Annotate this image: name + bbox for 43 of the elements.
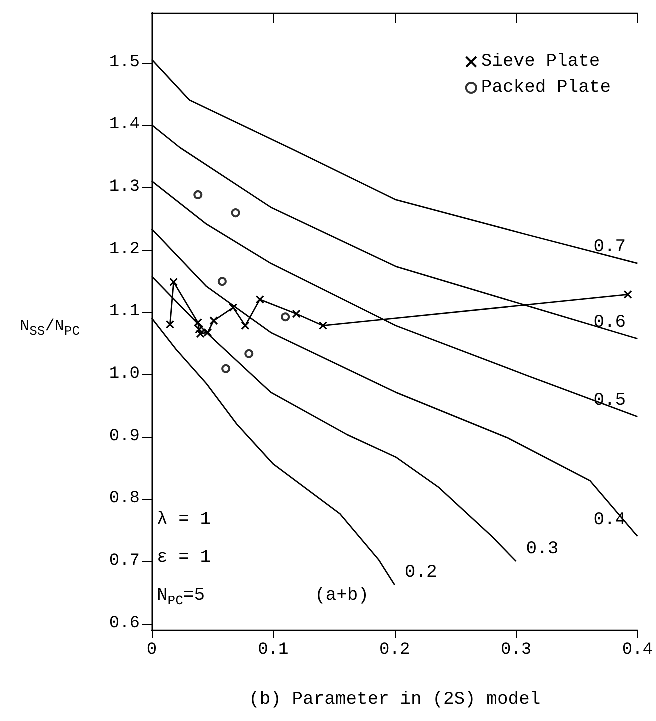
point (241, 322, 250, 330)
y-tick-label: 1.2 (109, 240, 140, 260)
y-tick-label: 1.5 (109, 53, 140, 72)
y-tick-label: 0.9 (109, 427, 140, 446)
legend-label: Sieve Plate (481, 52, 600, 72)
series-label: 0.3 (526, 539, 559, 560)
point (204, 328, 212, 338)
series-label: 0.6 (594, 312, 626, 333)
point (229, 303, 238, 312)
point (281, 312, 290, 322)
point (318, 322, 328, 330)
point (210, 316, 218, 326)
legend-label: Packed Plate (481, 78, 612, 98)
annotation: (a+b) (315, 586, 370, 606)
point (624, 290, 632, 299)
series-label: 0.7 (594, 238, 626, 258)
x-tick-label: 0.2 (380, 641, 410, 660)
point (218, 277, 227, 286)
y-tick-label: 0.8 (109, 490, 140, 509)
y-tick-label: 0.7 (109, 552, 140, 571)
y-tick-label: 1.4 (109, 116, 140, 135)
y-tick-label: 1.1 (109, 302, 140, 322)
point (244, 349, 254, 358)
series-label: 0.4 (594, 510, 626, 531)
x-tick-label: 0.3 (500, 641, 532, 660)
x-tick-label: 0.4 (622, 641, 653, 660)
series-label: 0.2 (404, 563, 438, 584)
point (170, 278, 178, 287)
point (256, 295, 264, 304)
y-tick-label: 1.0 (109, 364, 140, 384)
point (292, 310, 301, 318)
x-tick-label: 0 (146, 641, 158, 660)
y-tick-label: 1.3 (109, 178, 140, 198)
point (166, 320, 175, 329)
point (194, 190, 203, 200)
x-axis-title: (b) Parameter in (2S) model (249, 690, 541, 710)
point (231, 208, 240, 218)
series-label: 0.5 (594, 390, 626, 411)
annotation: λ = 1 (157, 510, 212, 530)
annotation: ε = 1 (157, 548, 212, 568)
y-tick-label: 0.6 (109, 614, 140, 634)
x-tick-label: 0.1 (258, 641, 289, 660)
point (222, 364, 231, 374)
